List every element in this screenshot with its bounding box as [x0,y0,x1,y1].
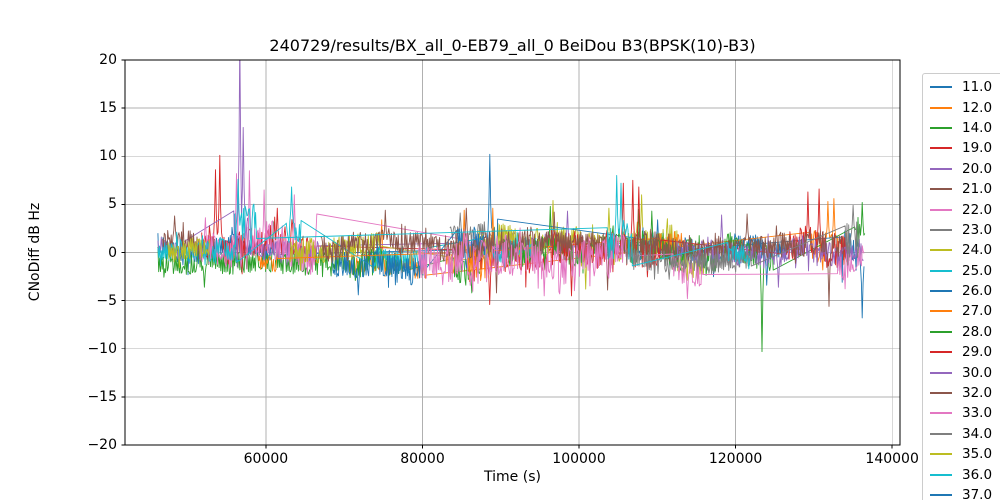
legend-label: 26.0 [962,283,993,300]
legend-line-sample [930,351,952,354]
chart-title: 240729/results/BX_all_0-EB79_all_0 BeiDo… [269,36,756,55]
legend-label: 11.0 [962,79,993,96]
y-tick-label--5: −5 [96,292,117,309]
legend-line-sample [930,453,952,456]
legend-line-sample [930,412,952,415]
legend-line-sample [930,249,952,252]
legend-label: 24.0 [962,242,993,259]
legend-entry-35.0: 35.0 [923,444,1000,464]
legend-entry-25.0: 25.0 [923,261,1000,281]
legend-entry-33.0: 33.0 [923,403,1000,423]
legend-label: 35.0 [962,446,993,463]
legend-entry-27.0: 27.0 [923,301,1000,321]
legend-label: 27.0 [962,303,993,320]
legend-line-sample [930,188,952,191]
legend-line-sample [930,494,952,496]
axes-spines [121,59,901,449]
legend-label: 23.0 [962,221,993,238]
y-tick-label--20: −20 [87,437,117,453]
series-line-21.0 [162,215,215,260]
legend-line-sample [930,86,952,89]
legend-label: 33.0 [962,405,993,422]
series-line-29.0 [551,179,850,297]
x-tick-label-140000: 140000 [865,451,919,467]
legend-label: 22.0 [962,201,993,218]
legend-line-sample [930,371,952,374]
series-line-35.0 [167,237,210,269]
legend-entry-22.0: 22.0 [923,199,1000,219]
legend-label: 30.0 [962,364,993,381]
series-lines [157,60,866,353]
x-axis-label: Time (s) [484,469,541,485]
legend-entry-26.0: 26.0 [923,281,1000,301]
y-tick-label-20: 20 [99,52,117,68]
legend-line-sample [930,392,952,395]
legend-line-sample [930,126,952,129]
legend-label: 36.0 [962,466,993,483]
series-line-33.0 [418,227,865,300]
legend-label: 25.0 [962,262,993,279]
legend-line-sample [930,330,952,333]
legend-line-sample [930,432,952,435]
legend-entry-32.0: 32.0 [923,383,1000,403]
legend-label: 34.0 [962,425,993,442]
y-tick-label-10: 10 [99,148,117,165]
legend-label: 37.0 [962,487,993,500]
legend: 11.0 12.0 14.0 19.0 20.0 21.0 22.0 23.0 24.0 25.0… [922,73,1000,500]
legend-line-sample [930,147,952,150]
y-tick-label--10: −10 [87,340,117,357]
legend-entry-23.0: 23.0 [923,220,1000,240]
legend-entry-20.0: 20.0 [923,159,1000,179]
x-tick-label-100000: 100000 [552,451,606,467]
legend-entry-30.0: 30.0 [923,362,1000,382]
legend-label: 14.0 [962,119,993,136]
y-tick-label--15: −15 [87,388,117,405]
legend-line-sample [930,167,952,170]
legend-entry-28.0: 28.0 [923,322,1000,342]
x-tick-label-80000: 80000 [400,451,445,467]
legend-entry-11.0: 11.0 [923,77,1000,97]
series-line-36.0 [234,175,751,270]
y-tick-label-5: 5 [108,196,117,213]
legend-label: 32.0 [962,385,993,402]
legend-line-sample [930,106,952,109]
legend-entry-24.0: 24.0 [923,240,1000,260]
legend-line-sample [930,310,952,313]
legend-entry-14.0: 14.0 [923,118,1000,138]
legend-label: 28.0 [962,323,993,340]
legend-line-sample [930,269,952,272]
legend-line-sample [930,228,952,231]
series-line-32.0 [320,207,845,307]
legend-entry-29.0: 29.0 [923,342,1000,362]
y-tick-label-0: 0 [108,244,117,261]
legend-label: 12.0 [962,99,993,116]
x-tick-label-120000: 120000 [708,451,763,467]
legend-entry-36.0: 36.0 [923,464,1000,484]
legend-label: 20.0 [962,160,993,177]
legend-line-sample [930,290,952,293]
legend-line-sample [930,208,952,211]
series-line-22.0 [198,170,517,275]
legend-label: 21.0 [962,181,993,198]
y-tick-label-15: 15 [99,100,117,117]
x-tick-label-60000: 60000 [243,451,289,467]
series-line-34.0 [625,204,860,280]
y-axis-label: CNoDiff dB Hz [27,202,43,302]
legend-entry-37.0: 37.0 [923,485,1000,500]
legend-line-sample [930,473,952,476]
legend-entry-21.0: 21.0 [923,179,1000,199]
legend-entry-19.0: 19.0 [923,138,1000,158]
legend-label: 29.0 [962,344,993,361]
legend-label: 19.0 [962,140,993,157]
legend-entry-34.0: 34.0 [923,424,1000,444]
legend-entry-12.0: 12.0 [923,97,1000,117]
